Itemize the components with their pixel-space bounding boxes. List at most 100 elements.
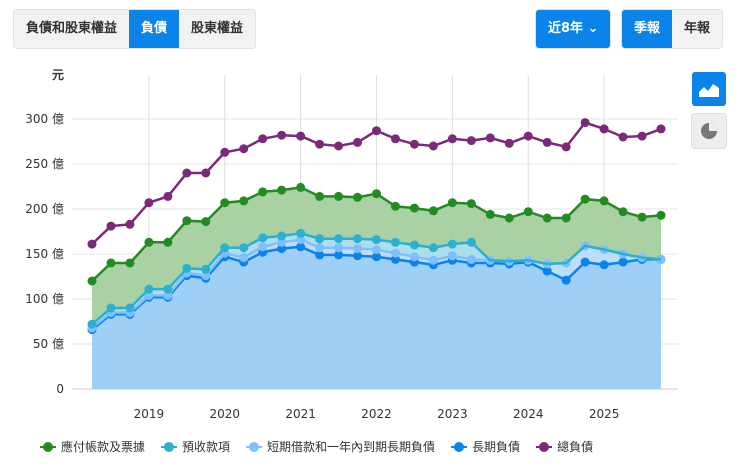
point-應付帳款及票據 [504,213,514,223]
point-長期負債 [182,271,192,281]
point-短期借款和一年內到期長期負債 [201,271,211,281]
y-unit-label: 元 [52,68,64,82]
x-tick-label: 2020 [209,407,240,421]
point-總負債 [87,239,97,249]
legend-item[interactable]: 總負債 [536,438,593,455]
point-長期負債 [258,247,268,257]
point-預收款項 [466,237,476,247]
point-總負債 [201,168,211,178]
point-應付帳款及票據 [87,276,97,286]
range-dropdown[interactable]: 近8年 ⌄ [536,10,611,48]
point-短期借款和一年內到期長期負債 [637,253,647,263]
point-長期負債 [372,252,381,262]
line-長期負債 [91,245,661,331]
pie-chart-button[interactable] [692,114,726,148]
point-應付帳款及票據 [523,207,533,217]
point-總負債 [599,124,609,134]
point-預收款項 [315,234,325,244]
point-短期借款和一年內到期長期負債 [296,235,306,245]
legend-item[interactable]: 預收款項 [161,438,230,455]
tab-liabilities-and-equity[interactable]: 負債和股東權益 [14,10,130,48]
point-應付帳款及票據 [277,185,287,195]
point-預收款項 [409,240,419,250]
area-chart-icon [699,84,719,97]
area-chart-button[interactable] [692,72,726,106]
point-應付帳款及票據 [561,213,571,223]
point-總負債 [637,131,647,141]
point-總負債 [390,134,400,144]
line-應付帳款及票據 [91,186,662,282]
point-總負債 [239,144,249,154]
legend-item[interactable]: 長期負債 [451,438,520,455]
point-短期借款和一年內到期長期負債 [504,256,514,266]
point-長期負債 [334,250,344,260]
x-tick-label: 2023 [437,407,468,421]
point-預收款項 [239,243,249,253]
y-tick-label: 100 億 [25,292,64,306]
point-長期負債 [353,251,363,261]
point-應付帳款及票據 [409,203,419,213]
tab-equity[interactable]: 股東權益 [179,10,256,48]
point-總負債 [315,139,325,149]
area-應付帳款及票據 [92,187,661,325]
point-應付帳款及票據 [106,258,116,268]
point-應付帳款及票據 [599,196,609,206]
point-應付帳款及票據 [542,213,552,223]
point-長期負債 [220,252,230,262]
point-長期負債 [144,292,154,302]
point-應付帳款及票據 [125,258,135,268]
point-短期借款和一年內到期長期負債 [220,248,230,258]
legend-swatch [536,441,553,452]
point-長期負債 [106,309,116,319]
point-短期借款和一年內到期長期負債 [353,244,363,254]
point-總負債 [277,130,287,140]
tab-liabilities[interactable]: 負債 [129,10,180,48]
point-長期負債 [201,273,211,283]
legend-swatch [40,441,56,452]
point-預收款項 [125,303,135,313]
point-應付帳款及票據 [428,206,438,216]
point-短期借款和一年內到期長期負債 [428,255,438,265]
legend-item[interactable]: 短期借款和一年內到期長期負債 [246,438,435,455]
point-長期負債 [390,254,400,264]
area-預收款項 [92,233,661,328]
legend-item[interactable]: 應付帳款及票據 [40,438,145,455]
point-總負債 [523,131,533,141]
point-應付帳款及票據 [315,191,325,201]
point-長期負債 [656,254,666,264]
point-應付帳款及票據 [334,191,344,201]
point-總負債 [485,133,495,143]
point-長期負債 [87,325,97,335]
point-長期負債 [239,257,249,267]
point-應付帳款及票據 [580,194,590,204]
y-tick-label: 200 億 [25,202,64,216]
legend-swatch [161,441,178,452]
point-短期借款和一年內到期長期負債 [523,255,533,265]
point-總負債 [409,139,419,149]
point-總負債 [220,147,230,157]
point-短期借款和一年內到期長期負債 [409,252,419,262]
x-tick-label: 2025 [589,407,620,421]
line-預收款項 [91,232,662,326]
point-長期負債 [523,257,533,267]
area-長期負債 [92,246,661,389]
point-預收款項 [334,234,344,244]
point-短期借款和一年內到期長期負債 [599,245,609,254]
tab-annual[interactable]: 年報 [672,10,723,48]
point-短期借款和一年內到期長期負債 [144,290,154,300]
tab-quarterly[interactable]: 季報 [622,10,673,48]
legend-label: 應付帳款及票據 [61,440,146,454]
point-總負債 [447,134,457,144]
point-總負債 [144,198,154,208]
point-應付帳款及票據 [353,192,363,202]
pie-chart-icon [701,123,717,139]
x-tick-label: 2024 [513,407,544,421]
point-短期借款和一年內到期長期負債 [87,323,97,333]
point-預收款項 [353,234,363,244]
point-短期借款和一年內到期長期負債 [542,259,552,269]
legend-label: 總負債 [557,440,594,454]
point-總負債 [428,141,438,151]
point-短期借款和一年內到期長期負債 [163,290,173,300]
point-預收款項 [182,263,192,273]
